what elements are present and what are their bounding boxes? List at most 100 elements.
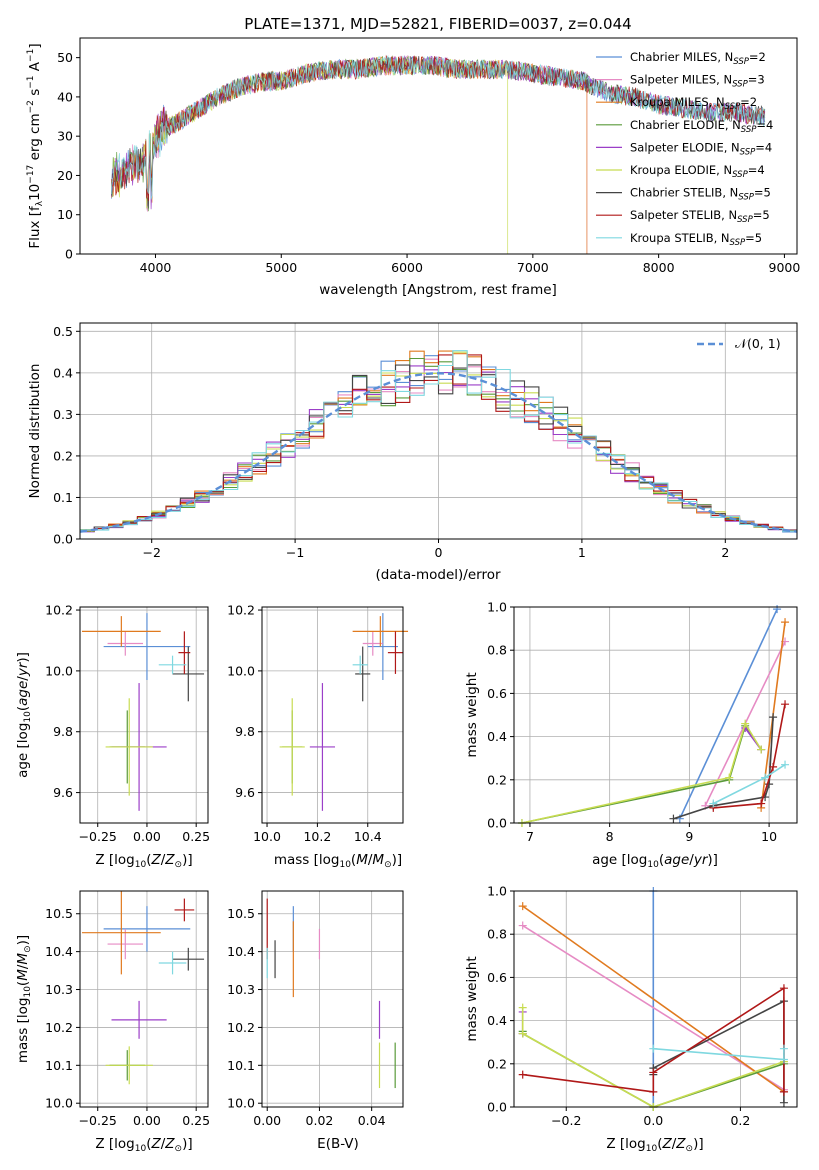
x-tick-label: −1: [286, 545, 304, 560]
mass-vs-ebv-xlabel: E(B-V): [317, 1136, 359, 1152]
spectrum-series-line: [111, 55, 588, 254]
legend-entry-label: Kroupa ELODIE, NSSP=4: [630, 163, 765, 180]
mass-weight-marker: [773, 605, 782, 614]
mass-weight-line: [521, 1007, 785, 1108]
y-tick-label: 9.8: [53, 724, 73, 739]
mass-vs-Z-ylabel: mass [log10(M/M⊙)]: [15, 935, 33, 1063]
spectrum-panel: PLATE=1371, MJD=52821, FIBERID=0037, z=0…: [26, 15, 800, 298]
mass-weight-marker: [781, 760, 790, 769]
mass-weight-marker: [518, 1070, 527, 1079]
y-tick-label: 0.2: [487, 1056, 507, 1071]
mass-weight-line: [521, 723, 762, 824]
mass-weight-marker: [669, 814, 678, 823]
y-tick-label: 10.2: [45, 1020, 73, 1035]
age-vs-Z-panel: −0.25 0.00 0.25 9.6 9.8 10.0 10.2 Z [log10(Z/Z…: [15, 603, 210, 870]
y-tick-label: 10.0: [227, 1096, 255, 1111]
mass-weight-line: [652, 999, 785, 1103]
x-tick-label: 0.02: [306, 1113, 334, 1128]
x-tick-label: 7000: [517, 260, 549, 275]
weight-vs-age-panel: 7 8 9 10 0.0 0.2 0.4 0.6 0.8 1.0 age [log10(age/y…: [464, 600, 798, 870]
y-tick-label: 0: [65, 247, 73, 262]
x-tick-label: −0.25: [79, 829, 117, 844]
mass-weight-marker: [779, 1055, 788, 1064]
y-tick-label: 9.6: [53, 785, 73, 800]
normal-curve: [79, 372, 798, 533]
x-tick-label: 10.0: [253, 829, 281, 844]
y-tick-label: 0.6: [487, 686, 507, 701]
x-tick-label: −0.2: [551, 1113, 581, 1128]
y-tick-label: 0.3: [53, 407, 73, 422]
x-tick-label: 0.0: [643, 1113, 663, 1128]
y-tick-label: 10.1: [45, 1058, 73, 1073]
age-vs-mass-frame: [261, 606, 404, 824]
y-tick-label: 10.2: [227, 1020, 255, 1035]
residual-histogram-step: [80, 350, 797, 532]
y-tick-label: 30: [57, 129, 73, 144]
y-tick-label: 10.2: [227, 603, 255, 618]
weight-vs-Z-frame: [513, 890, 798, 1108]
age-vs-Z-xlabel: Z [log10(Z/Z⊙)]: [95, 852, 192, 870]
y-tick-label: 0.8: [487, 643, 507, 658]
residuals-ylabel: Normed distribution: [27, 364, 43, 499]
y-tick-label: 0.4: [487, 1013, 507, 1028]
legend-entry-label: Salpeter STELIB, NSSP=5: [630, 208, 770, 225]
mass-weight-marker: [779, 1044, 788, 1053]
spectrum-series-line: [111, 54, 766, 202]
mass-weight-marker: [779, 1087, 788, 1096]
y-tick-label: 20: [57, 168, 73, 183]
mass-weight-marker: [649, 1044, 658, 1053]
mass-weight-marker: [757, 799, 766, 808]
mass-weight-marker: [709, 799, 718, 808]
y-tick-label: 9.8: [235, 724, 255, 739]
y-tick-label: 10.3: [227, 982, 255, 997]
x-tick-label: 10.2: [303, 829, 331, 844]
spectrum-xlabel: wavelength [Angstrom, rest frame]: [319, 282, 557, 298]
mass-weight-line: [521, 721, 762, 824]
age-vs-mass-panel: 10.0 10.2 10.4 9.6 9.8 10.0 10.2 mass [log10(M…: [227, 603, 409, 870]
spectrum-series-line: [111, 56, 588, 254]
x-tick-label: 9000: [769, 260, 801, 275]
x-tick-label: 0.25: [182, 829, 210, 844]
x-tick-label: 0.25: [182, 1113, 210, 1128]
residuals-frame: [79, 322, 798, 540]
y-tick-label: 0.4: [53, 365, 73, 380]
legend-entry-label: Chabrier ELODIE, NSSP=4: [630, 118, 773, 135]
x-tick-label: 9: [685, 829, 693, 844]
spectrum-frame: [79, 37, 798, 255]
legend-entry-label: Salpeter MILES, NSSP=3: [630, 73, 765, 90]
weight-vs-age-ylabel: mass weight: [464, 672, 480, 757]
mass-weight-marker: [769, 762, 778, 771]
weight-vs-Z-panel: −0.2 0.0 0.2 0.0 0.2 0.4 0.6 0.8 1.0 Z [log10(Z/…: [464, 884, 798, 1154]
weight-vs-age-xlabel: age [log10(age/yr)]: [592, 852, 718, 870]
mass-weight-marker: [779, 1098, 788, 1107]
mass-weight-marker: [518, 1003, 527, 1012]
spectrum-title: PLATE=1371, MJD=52821, FIBERID=0037, z=0…: [244, 15, 631, 33]
mass-vs-ebv-panel: 0.00 0.02 0.04 10.0 10.1 10.2 10.3 10.4 10.5 E(B…: [227, 890, 404, 1152]
y-tick-label: 40: [57, 89, 73, 104]
mass-weight-marker: [518, 921, 527, 930]
y-tick-label: 10.0: [45, 1096, 73, 1111]
weight-vs-age-frame: [513, 606, 798, 824]
weight-vs-Z-ylabel: mass weight: [464, 956, 480, 1041]
mass-weight-marker: [725, 773, 734, 782]
spectrum-series-line: [111, 54, 766, 200]
y-tick-label: 50: [57, 50, 73, 65]
y-tick-label: 1.0: [487, 884, 507, 899]
mass-weight-marker: [518, 1029, 527, 1038]
spectrum-series-line: [111, 57, 509, 254]
legend-entry-label: Kroupa STELIB, NSSP=5: [630, 231, 762, 248]
legend-entry-label: Chabrier MILES, NSSP=2: [630, 50, 766, 67]
y-tick-label: 10.0: [227, 663, 255, 678]
weight-vs-Z-xlabel: Z [log10(Z/Z⊙)]: [606, 1136, 703, 1154]
x-tick-label: 6000: [391, 260, 423, 275]
y-tick-label: 0.0: [487, 1100, 507, 1115]
x-tick-label: 0.00: [133, 829, 161, 844]
x-tick-label: 10.4: [354, 829, 382, 844]
y-tick-label: 10.2: [45, 603, 73, 618]
y-tick-label: 0.0: [487, 816, 507, 831]
y-tick-label: 0.2: [487, 772, 507, 787]
y-tick-label: 10.1: [227, 1058, 255, 1073]
y-tick-label: 0.1: [53, 490, 73, 505]
mass-weight-marker: [518, 902, 527, 911]
residual-histogram-step: [80, 364, 797, 532]
